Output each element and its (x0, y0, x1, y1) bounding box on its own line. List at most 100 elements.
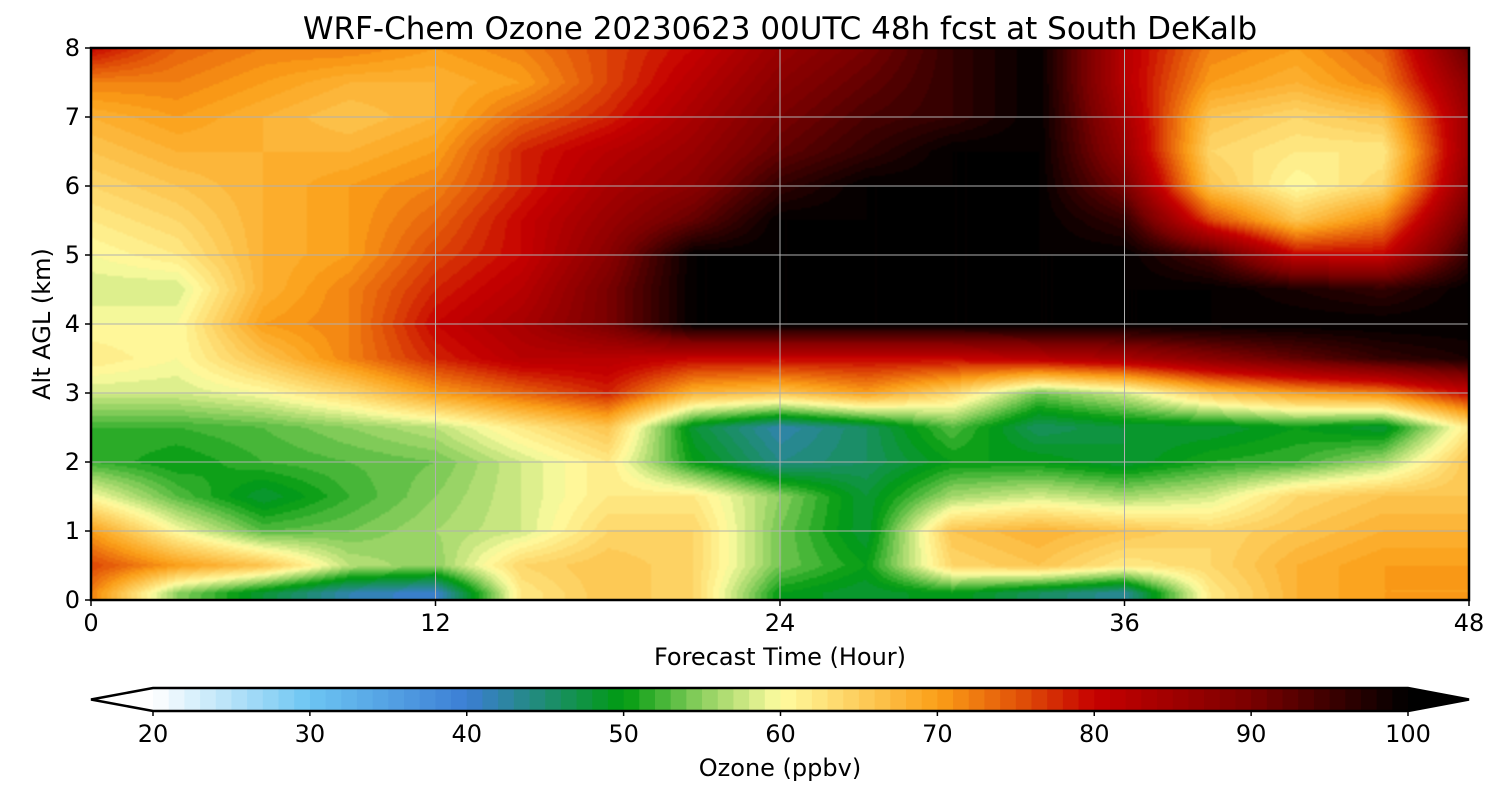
colorbar-segment (1235, 688, 1252, 711)
colorbar-segment (325, 688, 342, 711)
colorbar-segment (1266, 688, 1284, 711)
colorbar-segment (513, 688, 531, 711)
y-axis: 0 1 2 3 4 5 6 7 8 (65, 34, 91, 614)
colorbar-segment (1031, 688, 1048, 711)
colorbar-segment (1172, 688, 1189, 711)
colorbar-under-extension (91, 688, 153, 711)
x-axis: 0 12 24 36 48 (83, 600, 1484, 637)
colorbar-tick-label: 80 (1079, 720, 1110, 748)
colorbar-segment (1141, 688, 1158, 711)
colorbar-segment (1251, 688, 1268, 711)
colorbar-segment (294, 688, 311, 711)
y-tick-label: 0 (65, 586, 80, 614)
y-tick-label: 1 (65, 517, 80, 545)
colorbar-over-extension (1408, 688, 1469, 711)
colorbar-segment (749, 688, 766, 711)
colorbar-segment (1282, 688, 1299, 711)
x-tick-label: 12 (420, 609, 451, 637)
colorbar-tick-label: 100 (1385, 720, 1431, 748)
colorbar-segment (607, 688, 625, 711)
colorbar-segment (576, 688, 593, 711)
colorbar-segment (278, 688, 295, 711)
colorbar-tick-label: 50 (608, 720, 639, 748)
y-tick-label: 2 (65, 448, 80, 476)
colorbar-segment (1047, 688, 1064, 711)
colorbar-segment (1329, 688, 1346, 711)
colorbar-segment (1219, 688, 1237, 711)
colorbar-segment (686, 688, 703, 711)
colorbar-segment (153, 688, 170, 711)
colorbar-segment (231, 688, 248, 711)
colorbar-segment (592, 688, 609, 711)
colorbar-segment (435, 688, 452, 711)
colorbar-segment (968, 688, 986, 711)
colorbar: 20 30 40 50 60 70 80 90 100 (90, 686, 1470, 748)
colorbar-segment (168, 688, 185, 711)
colorbar-segment (482, 688, 499, 711)
colorbar-segment (1078, 688, 1095, 711)
y-tick-label: 5 (65, 241, 80, 269)
y-tick-label: 7 (65, 103, 80, 131)
x-axis-label: Forecast Time (Hour) (654, 643, 906, 671)
colorbar-segment (1345, 688, 1362, 711)
colorbar-segment (1015, 688, 1033, 711)
colorbar-segment (1376, 688, 1393, 711)
colorbar-segment (827, 688, 844, 711)
colorbar-segment (200, 688, 217, 711)
colorbar-segment (388, 688, 405, 711)
colorbar-segment (404, 688, 421, 711)
colorbar-tick-label: 70 (922, 720, 953, 748)
colorbar-segment (1094, 688, 1111, 711)
colorbar-segment (906, 688, 923, 711)
colorbar-segments (153, 688, 1409, 711)
colorbar-ticks: 20 30 40 50 60 70 80 90 100 (138, 711, 1431, 748)
colorbar-tick-label: 20 (138, 720, 169, 748)
colorbar-segment (247, 688, 264, 711)
colorbar-tick-label: 30 (295, 720, 326, 748)
colorbar-segment (937, 688, 954, 711)
colorbar-segment (1313, 688, 1331, 711)
colorbar-segment (702, 688, 719, 711)
colorbar-segment (356, 688, 374, 711)
colorbar-segment (921, 688, 938, 711)
colorbar-tick-label: 40 (451, 720, 482, 748)
colorbar-segment (1157, 688, 1174, 711)
colorbar-segment (1125, 688, 1142, 711)
colorbar-segment (764, 688, 782, 711)
x-tick-label: 36 (1109, 609, 1140, 637)
colorbar-segment (1298, 688, 1315, 711)
colorbar-segment (184, 688, 201, 711)
x-tick-label: 0 (83, 609, 98, 637)
y-axis-label: Alt AGL (km) (28, 248, 56, 400)
colorbar-segment (309, 688, 327, 711)
colorbar-segment (545, 688, 562, 711)
colorbar-segment (874, 688, 891, 711)
colorbar-segment (466, 688, 484, 711)
colorbar-tick-label: 60 (765, 720, 796, 748)
colorbar-segment (670, 688, 687, 711)
colorbar-segment (560, 688, 578, 711)
colorbar-segment (215, 688, 233, 711)
colorbar-segment (655, 688, 672, 711)
y-tick-label: 8 (65, 34, 80, 62)
colorbar-segment (419, 688, 436, 711)
colorbar-segment (843, 688, 860, 711)
y-tick-label: 6 (65, 172, 80, 200)
colorbar-segment (639, 688, 656, 711)
chart-title: WRF-Chem Ozone 20230623 00UTC 48h fcst a… (303, 11, 1257, 47)
colorbar-segment (796, 688, 813, 711)
colorbar-segment (780, 688, 797, 711)
colorbar-segment (623, 688, 640, 711)
colorbar-segment (372, 688, 389, 711)
colorbar-segment (1204, 688, 1221, 711)
colorbar-segment (1109, 688, 1127, 711)
colorbar-segment (811, 688, 829, 711)
y-tick-label: 4 (65, 310, 80, 338)
colorbar-segment (1000, 688, 1017, 711)
colorbar-segment (1062, 688, 1080, 711)
colorbar-segment (341, 688, 358, 711)
colorbar-tick-label: 90 (1236, 720, 1267, 748)
colorbar-segment (953, 688, 970, 711)
